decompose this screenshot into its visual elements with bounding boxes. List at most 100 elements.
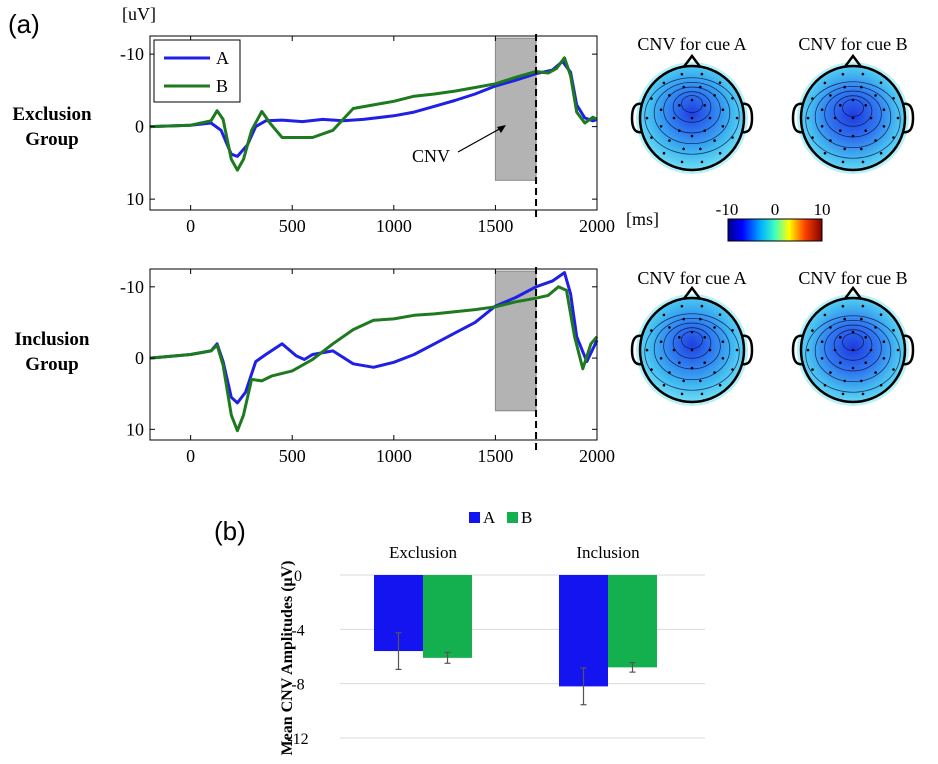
electrode-dot [892,136,895,139]
electrode-dot [678,129,681,132]
electrode-dot [690,366,694,370]
x-unit-label: [ms] [626,209,659,229]
electrode-dot [662,151,666,155]
electrode-dot [700,160,704,164]
electrode-dot [659,125,663,128]
bar-b [423,575,472,658]
contour-line [814,319,892,382]
electrode-dot [851,116,855,120]
electrode-dot [718,383,722,387]
electrode-dot [843,85,846,89]
cnv-window-shade [494,37,537,181]
electrode-dot [713,94,716,97]
electrode-dot [668,139,671,142]
y-tick-label: 0 [135,117,144,137]
electrode-dot [668,326,671,329]
electrode-dot [823,313,827,317]
electrode-dot [668,371,671,374]
electrode-dot [700,72,704,76]
right-ear [741,102,754,134]
nose [843,285,863,301]
left-ear [630,334,643,366]
group-label-exclusion-line1: Exclusion [12,104,92,125]
electrode-dot [823,383,827,387]
series-line-a [149,271,599,405]
series-line-b [149,285,599,433]
electrode-dot [829,139,832,142]
contour-line [644,77,740,155]
electrode-dot [718,151,722,155]
electrode-dot [892,329,895,332]
electrode-dot [650,97,653,100]
electrode-dot [820,108,824,111]
plot-frame [149,268,598,441]
electrode-dot [721,340,725,344]
bar-b [608,575,657,668]
electrode-dot [864,104,867,107]
electrode-dot [690,98,694,102]
nose [843,53,863,69]
electrode-dot [672,116,676,120]
electrode-dot [860,147,863,151]
electrode-dot [879,81,883,84]
electrode-dot [699,147,702,151]
electrode-dot [690,330,694,334]
electrode-dot [708,348,712,352]
electrode-dot [841,304,845,308]
electrode-dot [659,357,663,360]
electrode-dot [839,129,842,132]
electrode-dot [678,336,681,339]
legend-label-a: A [483,508,496,527]
electrode-dot [713,139,716,142]
electrode-dot [874,326,877,329]
contour-line [805,315,901,393]
category-label: Inclusion [576,543,640,562]
x-tick-label: 1500 [477,446,513,466]
electrode-dot [860,379,863,383]
y-tick-label: 10 [126,419,144,439]
electrode-dot [882,125,886,128]
electrode-dot [650,368,653,371]
electrode-dot [823,151,827,155]
topomap-inclusion-cue-a [630,285,754,406]
x-tick-label: 0 [186,216,195,236]
electrode-dot [806,348,810,352]
electrode-dot [811,136,814,139]
nose [682,285,702,301]
legend-label-a: A [216,48,229,68]
colorbar-label-mid: 0 [771,200,780,219]
y-axis-label: Mean CNV Amplitudes (μV) [279,561,296,756]
electrode-dot [860,317,863,321]
electrode-dot [718,313,722,317]
x-tick-label: 2000 [579,446,615,466]
electrode-dot [713,326,716,329]
electrode-dot [703,129,706,132]
electrode-dot [869,348,873,352]
electrode-dot [864,361,867,365]
x-tick-label: 1000 [376,216,412,236]
electrode-dot [833,116,837,120]
series-line-b [149,56,598,172]
group-label-inclusion-line2: Group [25,354,79,375]
electrode-dot [806,116,810,120]
electrode-dot [843,147,846,151]
electrode-dot [713,371,716,374]
y-tick-label: -8 [291,677,304,694]
electrode-dot [731,368,734,371]
electrode-dot [678,104,681,107]
electrode-dot [896,348,900,352]
electrode-dot [820,125,824,128]
topo-title-incl-a: CNV for cue A [637,268,746,288]
electrode-dot [680,392,684,396]
electrode-dot [823,81,827,85]
y-tick-label: -10 [120,44,144,64]
legend-swatch-b [507,512,518,523]
y-tick-label: -4 [291,622,304,639]
electrode-dot [829,371,832,374]
x-tick-label: 1500 [477,216,513,236]
electrode-dot [851,330,855,334]
topomap-exclusion-cue-a [630,53,754,174]
erp-plot-inclusion: 0 500 1000 1500 2000 -10 0 10 [120,267,615,466]
electrode-dot [896,116,900,120]
